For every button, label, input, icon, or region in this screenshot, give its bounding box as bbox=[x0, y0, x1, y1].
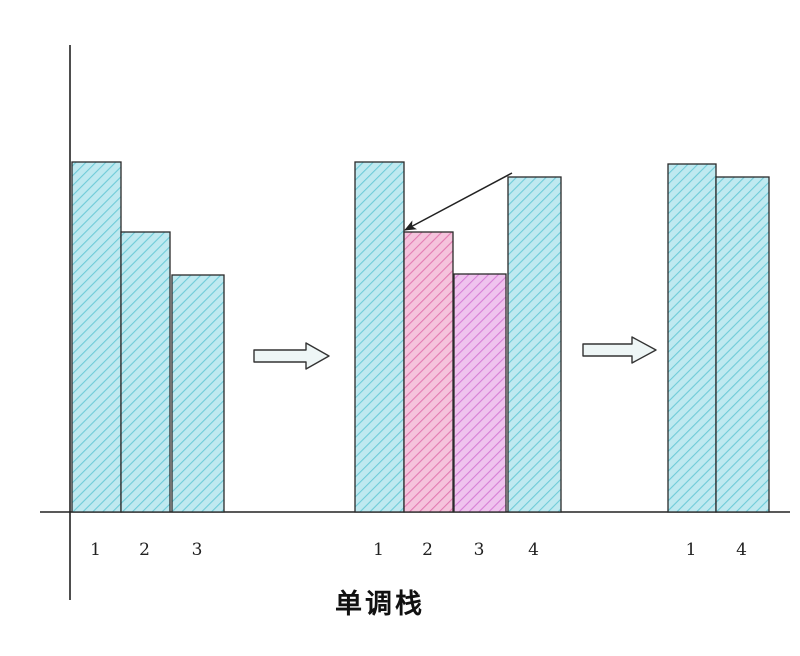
tick-label-panel2-3: 3 bbox=[474, 540, 485, 560]
tick-label-panel1-1: 1 bbox=[90, 540, 101, 560]
tick-label-panel2-2: 2 bbox=[422, 540, 433, 560]
bar-panel1-3 bbox=[171, 274, 225, 513]
bar-panel3-4 bbox=[715, 176, 770, 513]
bar-panel2-4 bbox=[507, 176, 562, 513]
tick-label-panel2-1: 1 bbox=[373, 540, 384, 560]
pointer-arrow bbox=[404, 172, 513, 231]
tick-label-panel2-4: 4 bbox=[528, 540, 539, 560]
tick-label-panel1-3: 3 bbox=[192, 540, 203, 560]
tick-label-panel3-1: 1 bbox=[686, 540, 697, 560]
bar-panel3-1 bbox=[667, 163, 717, 513]
diagram-caption: 单调栈 bbox=[335, 589, 425, 620]
transition-arrow-1 bbox=[253, 342, 330, 370]
bar-panel1-1 bbox=[71, 161, 122, 513]
bar-panel2-2 bbox=[403, 231, 454, 513]
bar-panel2-1 bbox=[354, 161, 405, 513]
bars-layer bbox=[71, 161, 770, 513]
tick-label-panel1-2: 2 bbox=[139, 540, 150, 560]
bar-panel1-2 bbox=[120, 231, 171, 513]
bar-panel2-3 bbox=[453, 273, 507, 513]
transition-arrow-2 bbox=[582, 336, 657, 364]
tick-labels-layer: 1 2 3 1 2 3 4 1 4 bbox=[90, 540, 747, 560]
tick-label-panel3-4: 4 bbox=[736, 540, 747, 560]
